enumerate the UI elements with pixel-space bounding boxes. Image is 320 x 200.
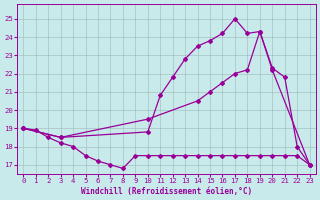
X-axis label: Windchill (Refroidissement éolien,°C): Windchill (Refroidissement éolien,°C)	[81, 187, 252, 196]
